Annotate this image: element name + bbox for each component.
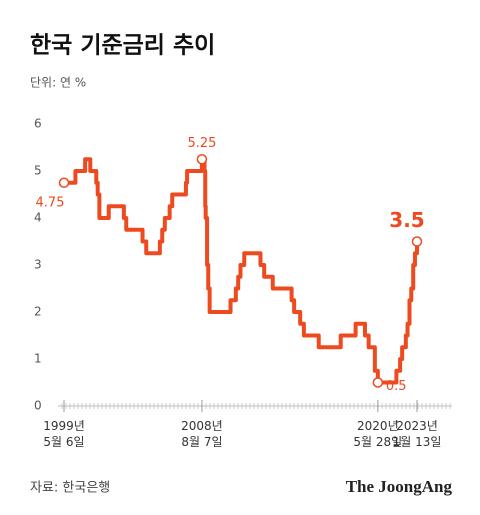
data-label: 0.5 bbox=[386, 379, 407, 394]
line bbox=[64, 157, 419, 385]
point-marker bbox=[196, 154, 208, 165]
y-tick-label: 5 bbox=[34, 164, 42, 178]
x-tick-label: 1999년 5월 6일 bbox=[43, 419, 85, 449]
x-tick-label: 2008년 8월 7일 bbox=[181, 419, 223, 449]
y-tick-label: 4 bbox=[34, 211, 42, 225]
chart-title: 한국 기준금리 추이 bbox=[30, 33, 215, 59]
data-label: 3.5 bbox=[389, 208, 424, 232]
y-tick-label: 6 bbox=[34, 117, 42, 131]
x-tick-label: 2020년 5월 28일 bbox=[353, 419, 403, 449]
source: 자료: 한국은행 bbox=[30, 480, 110, 496]
y-tick-label: 1 bbox=[34, 352, 42, 366]
y-tick-label: 2 bbox=[34, 305, 42, 319]
subtitle: 단위: 연 % bbox=[30, 76, 86, 90]
point-marker bbox=[58, 177, 70, 188]
y-tick-label: 3 bbox=[34, 258, 42, 272]
y-tick-label: 0 bbox=[34, 399, 42, 413]
data-label: 5.25 bbox=[187, 136, 216, 151]
x-tick-label: 2023년 1월 13일 bbox=[392, 419, 442, 449]
data-label: 4.75 bbox=[36, 195, 65, 210]
logo: The JoongAng bbox=[346, 477, 453, 496]
point-marker bbox=[372, 377, 384, 388]
point-marker bbox=[411, 236, 423, 247]
